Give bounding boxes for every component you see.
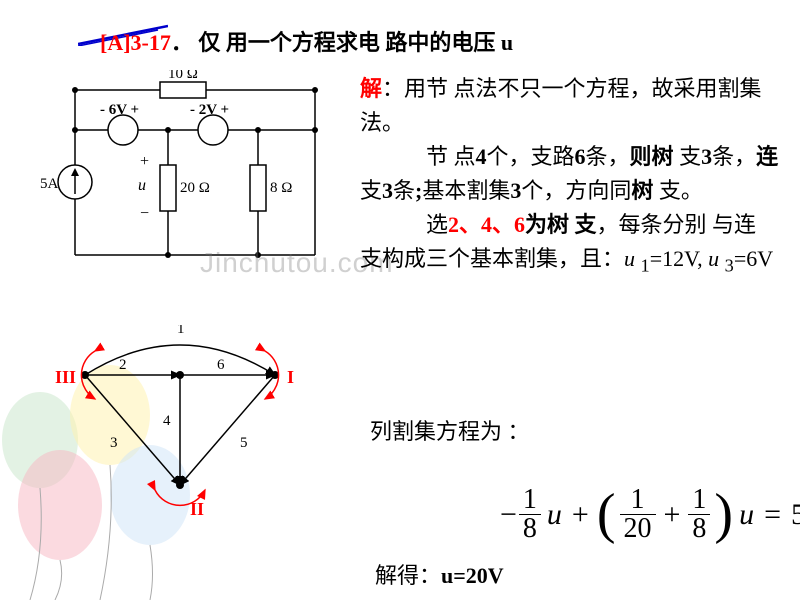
n-branches: 6 — [575, 144, 586, 169]
heading-dot: ． — [171, 30, 193, 55]
v-left-label: - 6V + — [100, 102, 139, 118]
r-top-label: 10 Ω — [168, 70, 198, 82]
svg-text:2: 2 — [119, 357, 127, 373]
cutset-equation-label: 列割集方程为 ： — [370, 414, 770, 446]
current-source-label: 5A — [40, 176, 59, 192]
cutset-III: III — [55, 367, 76, 387]
jie-label: 解 — [360, 76, 382, 101]
r-mid-label: 20 Ω — [180, 180, 210, 196]
svg-text:6: 6 — [217, 357, 225, 373]
circuit-diagram: 10 Ω - 6V + - 2V + 5A + u − 20 Ω 8 Ω — [40, 70, 340, 280]
line1b: ：用节 点法不只一个方程，故采用割集法。 — [360, 76, 762, 135]
u-label: u — [138, 177, 146, 194]
problem-number: [A]3-17 — [100, 30, 171, 55]
u-minus: − — [140, 205, 149, 222]
svg-text:4: 4 — [163, 413, 171, 429]
answer: u=20V — [441, 563, 504, 588]
svg-text:3: 3 — [110, 435, 118, 451]
svg-text:5: 5 — [240, 435, 248, 451]
cutset-II: II — [190, 499, 204, 519]
u-plus: + — [140, 153, 149, 170]
svg-text:1: 1 — [177, 325, 185, 337]
cutset-equation: − 1 8 u + ( 1 20 + 1 8 ) u = 5 — [500, 486, 800, 543]
n-nodes: 4 — [476, 144, 487, 169]
heading-text-b: 电压 u — [451, 30, 513, 55]
solution-line: 解得：u=20V — [375, 558, 504, 590]
v-right-label: - 2V + — [190, 102, 229, 118]
explanation-text: 解：用节 点法不只一个方程，故采用割集法。 节 点4个，支路6条，则树 支3条，… — [360, 72, 780, 280]
heading-text-a: 仅 用一个方程求电 路中的 — [198, 30, 451, 55]
graph-diagram: 1 2 6 4 3 5 I II III — [55, 325, 325, 535]
tree-branches-246: 2、4、6 — [448, 212, 525, 237]
problem-heading: [A]3-17． 仅 用一个方程求电 路中的电压 u — [100, 25, 513, 57]
line2a: 节 点 — [360, 144, 476, 169]
r-right-label: 8 Ω — [270, 180, 292, 196]
cutset-I: I — [287, 367, 294, 387]
